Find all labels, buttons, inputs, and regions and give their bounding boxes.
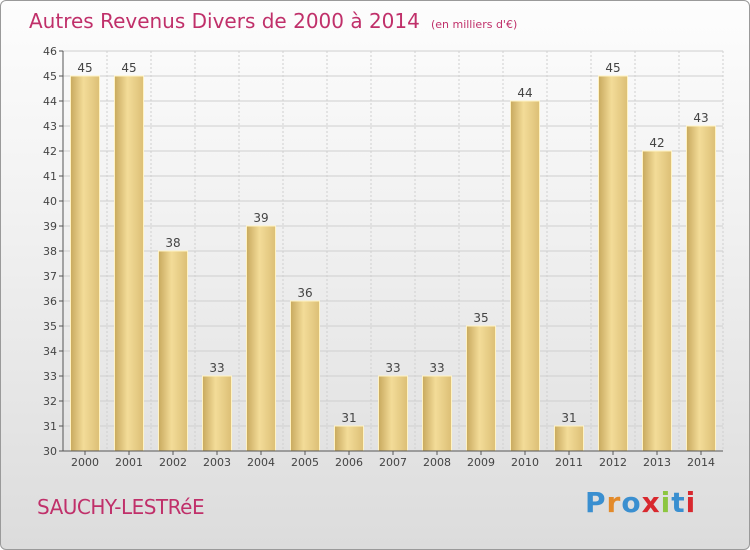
title-row: Autres Revenus Divers de 2000 à 2014 (en… xyxy=(29,9,517,33)
bar xyxy=(378,375,408,452)
y-tick-label: 30 xyxy=(43,445,57,458)
y-tick-label: 45 xyxy=(43,70,57,83)
y-tick-label: 41 xyxy=(43,170,57,183)
y-tick-label: 42 xyxy=(43,145,57,158)
x-tick-label: 2004 xyxy=(247,456,275,469)
x-tick-label: 2008 xyxy=(423,456,451,469)
y-tick-label: 35 xyxy=(43,320,57,333)
bar-value-label: 45 xyxy=(121,61,136,75)
x-tick-label: 2013 xyxy=(643,456,671,469)
y-tick-label: 46 xyxy=(43,45,57,58)
logo-letter: t xyxy=(671,486,686,519)
bar-value-label: 44 xyxy=(517,86,532,100)
x-tick-label: 2012 xyxy=(599,456,627,469)
y-tick-label: 39 xyxy=(43,220,57,233)
y-tick-label: 40 xyxy=(43,195,57,208)
bar xyxy=(70,75,100,452)
y-tick-label: 32 xyxy=(43,395,57,408)
x-tick-label: 2001 xyxy=(115,456,143,469)
x-tick-label: 2000 xyxy=(71,456,99,469)
logo-letter: i xyxy=(685,486,697,519)
y-tick-label: 37 xyxy=(43,270,57,283)
bar-value-label: 36 xyxy=(297,286,312,300)
logo-letter: o xyxy=(621,486,642,519)
bar xyxy=(290,300,320,452)
axes xyxy=(59,50,723,455)
bar xyxy=(422,375,452,452)
bar xyxy=(686,125,716,452)
bar-value-label: 43 xyxy=(693,111,708,125)
x-tick-label: 2014 xyxy=(687,456,715,469)
y-tick-label: 34 xyxy=(43,345,57,358)
chart-title: Autres Revenus Divers de 2000 à 2014 xyxy=(29,9,420,33)
x-tick-label: 2003 xyxy=(203,456,231,469)
bar-value-label: 33 xyxy=(429,361,444,375)
bar-value-label: 39 xyxy=(253,211,268,225)
bar xyxy=(202,375,232,452)
bar xyxy=(246,225,276,452)
bar xyxy=(598,75,628,452)
x-tick-label: 2011 xyxy=(555,456,583,469)
bar xyxy=(114,75,144,452)
bar-value-label: 31 xyxy=(561,411,576,425)
x-tick-label: 2010 xyxy=(511,456,539,469)
bar xyxy=(510,100,540,452)
bar-value-label: 31 xyxy=(341,411,356,425)
bar-value-label: 35 xyxy=(473,311,488,325)
y-tick-label: 38 xyxy=(43,245,57,258)
y-tick-label: 36 xyxy=(43,295,57,308)
bars xyxy=(70,75,716,452)
y-tick-label: 44 xyxy=(43,95,57,108)
bar xyxy=(334,425,364,452)
bar xyxy=(642,150,672,452)
logo-letter: i xyxy=(660,486,672,519)
x-tick-label: 2002 xyxy=(159,456,187,469)
y-tick-label: 43 xyxy=(43,120,57,133)
town-name: SAUCHY-LESTRéE xyxy=(37,495,205,519)
bar xyxy=(158,250,188,452)
y-tick-label: 31 xyxy=(43,420,57,433)
labels: 30 31 32 33 34 35 36 37 38 39 40 41 42 43 44 45 46 45 2000… xyxy=(43,45,715,469)
bar-value-label: 42 xyxy=(649,136,664,150)
proxiti-logo[interactable]: Proxiti xyxy=(585,486,696,519)
bar-value-label: 45 xyxy=(77,61,92,75)
bar xyxy=(466,325,496,452)
bar-value-label: 33 xyxy=(385,361,400,375)
y-tick-label: 33 xyxy=(43,370,57,383)
bar xyxy=(554,425,584,452)
logo-letter: P xyxy=(585,486,607,519)
x-tick-label: 2009 xyxy=(467,456,495,469)
chart-subtitle: (en milliers d'€) xyxy=(430,18,518,31)
bar-value-label: 45 xyxy=(605,61,620,75)
bar-value-label: 38 xyxy=(165,236,180,250)
x-tick-label: 2007 xyxy=(379,456,407,469)
x-tick-label: 2006 xyxy=(335,456,363,469)
logo-letter: r xyxy=(606,486,622,519)
bar-value-label: 33 xyxy=(209,361,224,375)
logo-letter: x xyxy=(641,486,661,519)
x-tick-label: 2005 xyxy=(291,456,319,469)
